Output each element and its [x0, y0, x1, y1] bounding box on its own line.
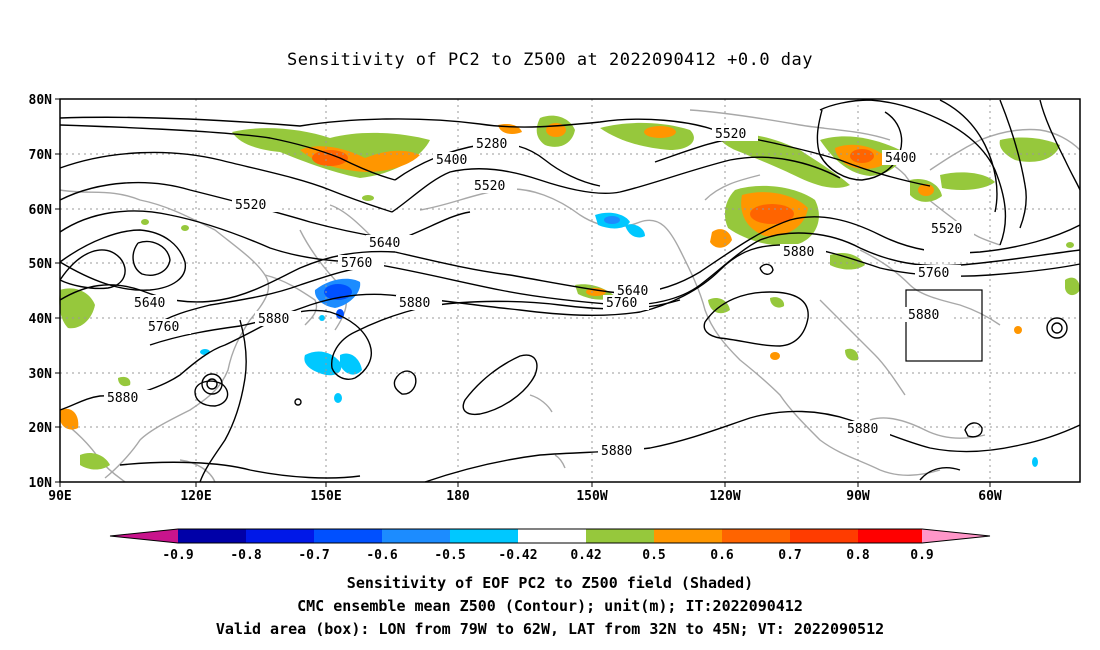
colorbar-label: 0.42	[570, 548, 601, 563]
lat-label: 50N	[29, 257, 53, 272]
colorbar-label: 0.5	[642, 548, 665, 563]
contour-label: 5880	[601, 444, 632, 459]
contour-label: 5760	[918, 266, 949, 281]
colorbar-label: -0.7	[298, 548, 329, 563]
contour-labels: 5280 5400 5400 5520 5520 5520 5520 5640 …	[104, 126, 974, 459]
contour-label: 5400	[436, 153, 467, 168]
colorbar-label: -0.9	[162, 548, 193, 563]
contour-label: 5640	[369, 236, 400, 251]
contour-label: 5760	[606, 296, 637, 311]
colorbar-label: 0.8	[846, 548, 870, 563]
colorbar-label: -0.5	[434, 548, 465, 563]
contour-label: 5760	[341, 256, 372, 271]
lon-labels: 90E 120E 150E 180 150W 120W 90W 60W	[48, 489, 1002, 504]
lon-label: 90W	[846, 489, 870, 504]
colorbar-label: -0.42	[498, 548, 537, 563]
colorbar-label: -0.6	[366, 548, 397, 563]
contour-label: 5400	[885, 151, 916, 166]
colorbar-label: 0.7	[778, 548, 801, 563]
contour-label: 5880	[847, 422, 878, 437]
colorbar-label: 0.6	[710, 548, 734, 563]
lon-label: 120E	[180, 489, 211, 504]
colorbar-labels: -0.9 -0.8 -0.7 -0.6 -0.5 -0.42 0.42 0.5 …	[162, 548, 933, 563]
lat-label: 80N	[29, 93, 53, 108]
colorbar-label: -0.8	[230, 548, 261, 563]
contour-label: 5760	[148, 320, 179, 335]
lon-label: 180	[446, 489, 470, 504]
caption-line-2: CMC ensemble mean Z500 (Contour); unit(m…	[297, 597, 803, 615]
colorbar-label: 0.9	[910, 548, 933, 563]
lon-label: 120W	[709, 489, 740, 504]
gridlines	[60, 99, 1080, 482]
lon-label: 150W	[576, 489, 607, 504]
contour-label: 5880	[399, 296, 430, 311]
lat-label: 60N	[29, 203, 53, 218]
contour-label: 5520	[931, 222, 962, 237]
lat-label: 70N	[29, 148, 53, 163]
contour-label: 5880	[258, 312, 289, 327]
lon-label: 150E	[310, 489, 341, 504]
contour-label: 5880	[908, 308, 939, 323]
map-title: Sensitivity of PC2 to Z500 at 2022090412…	[286, 50, 813, 70]
lat-label: 30N	[29, 367, 53, 382]
plot-frame	[59, 98, 1081, 483]
contour-label: 5520	[474, 179, 505, 194]
contour-label: 5520	[715, 127, 746, 142]
contour-label: 5880	[783, 245, 814, 260]
contour-label: 5520	[235, 198, 266, 213]
lat-label: 20N	[29, 421, 53, 436]
sensitivity-map: 5280 5400 5400 5520 5520 5520 5520 5640 …	[29, 93, 1081, 504]
contour-label: 5880	[107, 391, 138, 406]
lat-label: 40N	[29, 312, 53, 327]
tick-marks	[55, 98, 991, 487]
lat-labels: 80N 70N 60N 50N 40N 30N 20N 10N	[29, 93, 53, 491]
contour-label: 5280	[476, 137, 507, 152]
caption-line-1: Sensitivity of EOF PC2 to Z500 field (Sh…	[346, 574, 754, 592]
lat-label: 10N	[29, 476, 53, 491]
z500-contours	[59, 99, 1081, 483]
caption-line-3: Valid area (box): LON from 79W to 62W, L…	[215, 620, 885, 638]
contour-label: 5640	[134, 296, 165, 311]
lon-label: 90E	[48, 489, 71, 504]
lon-label: 60W	[978, 489, 1002, 504]
valid-area-box	[905, 289, 983, 362]
